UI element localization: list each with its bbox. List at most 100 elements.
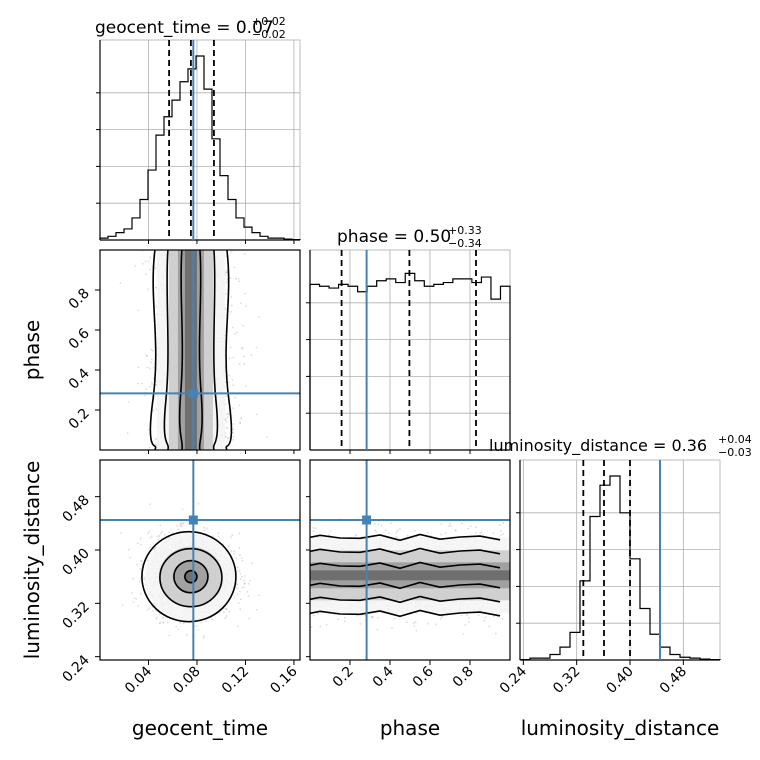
scatter-point bbox=[240, 557, 243, 559]
scatter-point bbox=[495, 632, 497, 635]
scatter-point bbox=[181, 508, 184, 511]
scatter-point bbox=[230, 296, 233, 299]
scatter-point bbox=[137, 309, 140, 312]
scatter-point bbox=[241, 559, 244, 562]
scatter-point bbox=[415, 629, 418, 632]
scatter-point bbox=[231, 326, 234, 329]
scatter-point bbox=[374, 529, 377, 532]
scatter-point bbox=[137, 382, 140, 385]
scatter-point bbox=[312, 530, 315, 532]
scatter-point bbox=[225, 395, 227, 397]
scatter-point bbox=[145, 388, 148, 391]
scatter-point bbox=[243, 579, 245, 582]
scatter-point bbox=[227, 412, 230, 415]
scatter-point bbox=[240, 418, 243, 420]
scatter-point bbox=[244, 385, 247, 387]
scatter-point bbox=[224, 308, 227, 310]
scatter-point bbox=[181, 525, 183, 527]
scatter-point bbox=[243, 582, 246, 585]
scatter-point bbox=[242, 324, 245, 327]
scatter-point bbox=[325, 623, 328, 626]
scatter-point bbox=[364, 614, 366, 617]
scatter-point bbox=[148, 530, 151, 532]
scatter-point bbox=[225, 413, 228, 416]
scatter-point bbox=[155, 443, 158, 446]
truth-marker bbox=[188, 388, 198, 398]
scatter-point bbox=[370, 616, 373, 619]
scatter-point bbox=[140, 563, 143, 566]
xlabel-phase: phase bbox=[380, 716, 440, 740]
scatter-point bbox=[462, 633, 465, 635]
scatter-point bbox=[136, 564, 138, 566]
contour-line bbox=[159, 547, 223, 608]
scatter-point bbox=[228, 545, 230, 548]
hist-step-line bbox=[99, 55, 301, 241]
scatter-point bbox=[142, 262, 144, 265]
scatter-point bbox=[139, 568, 142, 570]
scatter-point bbox=[239, 578, 242, 580]
scatter-point bbox=[152, 349, 154, 352]
scatter-point bbox=[150, 535, 153, 538]
scatter-point bbox=[224, 403, 227, 406]
scatter-point bbox=[152, 366, 155, 369]
scatter-point bbox=[137, 366, 140, 369]
title-geocent-time: geocent_time = 0.07 bbox=[95, 18, 274, 38]
scatter-point bbox=[149, 503, 152, 505]
scatter-point bbox=[119, 282, 122, 285]
scatter-point bbox=[139, 592, 142, 595]
scatter-point bbox=[238, 363, 241, 365]
scatter-point bbox=[155, 383, 158, 386]
title-phase-minus: −0.34 bbox=[448, 237, 482, 250]
scatter-point bbox=[203, 529, 206, 532]
scatter-point bbox=[141, 382, 144, 385]
contour-line bbox=[212, 250, 219, 450]
scatter-point bbox=[144, 394, 147, 397]
scatter-point bbox=[136, 542, 139, 545]
scatter-point bbox=[235, 557, 238, 560]
scatter-point bbox=[238, 404, 241, 407]
scatter-point bbox=[258, 316, 261, 318]
scatter-point bbox=[205, 620, 207, 623]
scatter-point bbox=[248, 582, 250, 585]
scatter-point bbox=[158, 622, 161, 624]
panel-content bbox=[120, 502, 260, 639]
scatter-point bbox=[159, 524, 162, 527]
scatter-point bbox=[227, 413, 230, 416]
scatter-point bbox=[461, 522, 463, 525]
scatter-point bbox=[467, 621, 470, 624]
scatter-point bbox=[129, 556, 132, 559]
scatter-point bbox=[239, 302, 242, 304]
scatter-point bbox=[212, 535, 215, 538]
hist-step-line bbox=[519, 475, 721, 661]
contour-line bbox=[173, 559, 209, 594]
scatter-point bbox=[148, 607, 151, 610]
scatter-point bbox=[151, 383, 154, 386]
scatter-point bbox=[197, 628, 200, 631]
title-luminosity-distance-plus: +0.04 bbox=[718, 433, 752, 446]
scatter-point bbox=[226, 271, 228, 274]
scatter-point bbox=[233, 596, 236, 598]
scatter-point bbox=[150, 381, 153, 384]
scatter-point bbox=[225, 281, 228, 284]
scatter-point bbox=[266, 436, 269, 438]
scatter-point bbox=[143, 576, 146, 579]
scatter-point bbox=[161, 616, 164, 619]
scatter-point bbox=[239, 422, 241, 424]
scatter-point bbox=[376, 628, 379, 631]
scatter-point bbox=[500, 530, 502, 533]
ylabel-phase: phase bbox=[20, 320, 44, 380]
scatter-point bbox=[250, 354, 253, 357]
scatter-point bbox=[150, 361, 153, 364]
scatter-point bbox=[217, 535, 220, 538]
scatter-point bbox=[196, 625, 198, 628]
scatter-point bbox=[228, 436, 231, 439]
scatter-point bbox=[391, 627, 393, 630]
scatter-point bbox=[134, 265, 137, 267]
scatter-point bbox=[371, 616, 374, 619]
scatter-point bbox=[239, 554, 241, 556]
scatter-point bbox=[399, 528, 401, 530]
scatter-point bbox=[182, 622, 185, 625]
scatter-point bbox=[237, 278, 240, 280]
scatter-point bbox=[147, 532, 150, 534]
scatter-point bbox=[243, 355, 245, 358]
